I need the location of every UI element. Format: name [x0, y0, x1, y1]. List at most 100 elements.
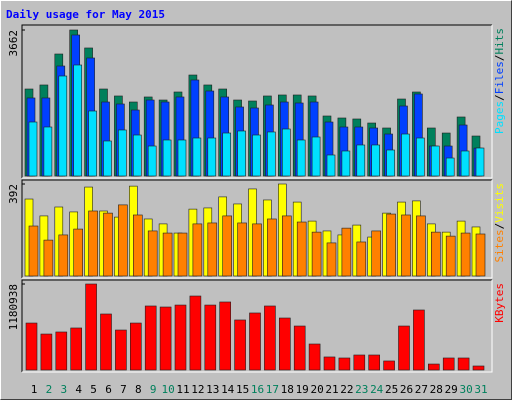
legend-entry: KBytes	[493, 283, 506, 323]
bar	[133, 134, 142, 177]
panel-bevel-light	[22, 25, 493, 179]
bar	[427, 363, 440, 371]
bar	[264, 305, 276, 371]
bar	[192, 223, 203, 277]
x-tick-label: 11	[176, 383, 189, 396]
bar	[293, 325, 306, 371]
bar	[475, 147, 485, 177]
bar	[43, 126, 53, 177]
bar	[296, 139, 306, 177]
x-tick-label: 3	[60, 383, 67, 396]
bar	[189, 295, 202, 371]
legend-entry: Files	[493, 61, 506, 94]
bar	[118, 204, 128, 277]
panel-bevel-light	[22, 280, 493, 373]
y-tick-label: 1180938	[7, 284, 20, 330]
x-tick-label: 19	[296, 383, 309, 396]
legend-separator: /	[493, 94, 506, 101]
bar	[281, 128, 291, 177]
bar	[341, 227, 352, 277]
panel-bevel-dark	[21, 279, 492, 372]
bar	[28, 121, 38, 177]
bar	[130, 322, 142, 371]
bar	[147, 145, 157, 177]
x-tick-label: 4	[75, 383, 82, 396]
y-tick-label: 392	[7, 184, 20, 204]
bar	[368, 354, 381, 371]
bar	[88, 110, 97, 177]
x-tick-label: 10	[161, 383, 174, 396]
bar	[100, 313, 112, 371]
bar	[177, 232, 188, 277]
bar	[219, 301, 231, 371]
bar	[55, 331, 68, 371]
bar	[267, 218, 277, 277]
bar	[398, 325, 410, 371]
bar	[207, 137, 217, 177]
x-tick-label: 9	[150, 383, 157, 396]
bar	[311, 136, 321, 177]
bar	[430, 145, 440, 177]
x-tick-label: 24	[370, 383, 384, 396]
bar	[43, 239, 54, 277]
bar	[371, 144, 381, 177]
bar	[460, 150, 470, 177]
x-tick-label: 15	[236, 383, 249, 396]
bar	[222, 215, 232, 277]
bar	[416, 137, 425, 177]
bar	[58, 75, 68, 177]
bar	[430, 231, 441, 277]
bar	[133, 214, 143, 277]
x-tick-label: 1	[31, 383, 38, 396]
bar	[371, 230, 382, 277]
bar	[207, 222, 218, 277]
bar	[278, 317, 291, 371]
bar	[40, 333, 53, 371]
bar	[88, 210, 98, 277]
panel-bevel-dark	[21, 24, 492, 178]
bar	[252, 223, 262, 277]
bar	[85, 283, 97, 371]
bar	[159, 306, 172, 371]
bar	[103, 140, 112, 177]
bar	[249, 312, 261, 371]
bar	[457, 357, 470, 371]
bar	[386, 213, 396, 277]
bar	[177, 139, 187, 177]
bar	[73, 64, 82, 177]
bar	[383, 360, 395, 371]
bar	[413, 309, 425, 371]
y-tick-label: 3662	[7, 30, 20, 57]
legend-entry: Sites	[493, 229, 506, 262]
x-tick-label: 6	[105, 383, 112, 396]
x-tick-label: 20	[310, 383, 323, 396]
bar	[144, 305, 157, 371]
bar	[296, 221, 307, 277]
x-tick-label: 25	[385, 383, 398, 396]
bar	[115, 329, 127, 371]
legend: Pages/Files/Hits	[493, 28, 506, 134]
legend: Sites/Visits	[493, 183, 506, 263]
legend-separator: /	[493, 55, 506, 62]
bar	[311, 231, 322, 277]
bar	[147, 230, 158, 277]
bar	[416, 215, 426, 277]
x-tick-label: 26	[400, 383, 413, 396]
x-tick-label: 13	[206, 383, 219, 396]
bar	[234, 319, 246, 371]
x-tick-label: 31	[474, 383, 487, 396]
bar	[326, 242, 337, 277]
x-tick-label: 14	[221, 383, 235, 396]
bar	[162, 232, 173, 277]
bar	[237, 222, 247, 277]
x-tick-label: 27	[415, 383, 428, 396]
x-tick-label: 23	[355, 383, 368, 396]
bar	[442, 357, 455, 371]
bar	[460, 232, 471, 277]
bar	[475, 233, 486, 277]
legend-separator: /	[493, 223, 506, 230]
x-tick-label: 16	[251, 383, 264, 396]
chart-title: Daily usage for May 2015	[6, 8, 165, 21]
